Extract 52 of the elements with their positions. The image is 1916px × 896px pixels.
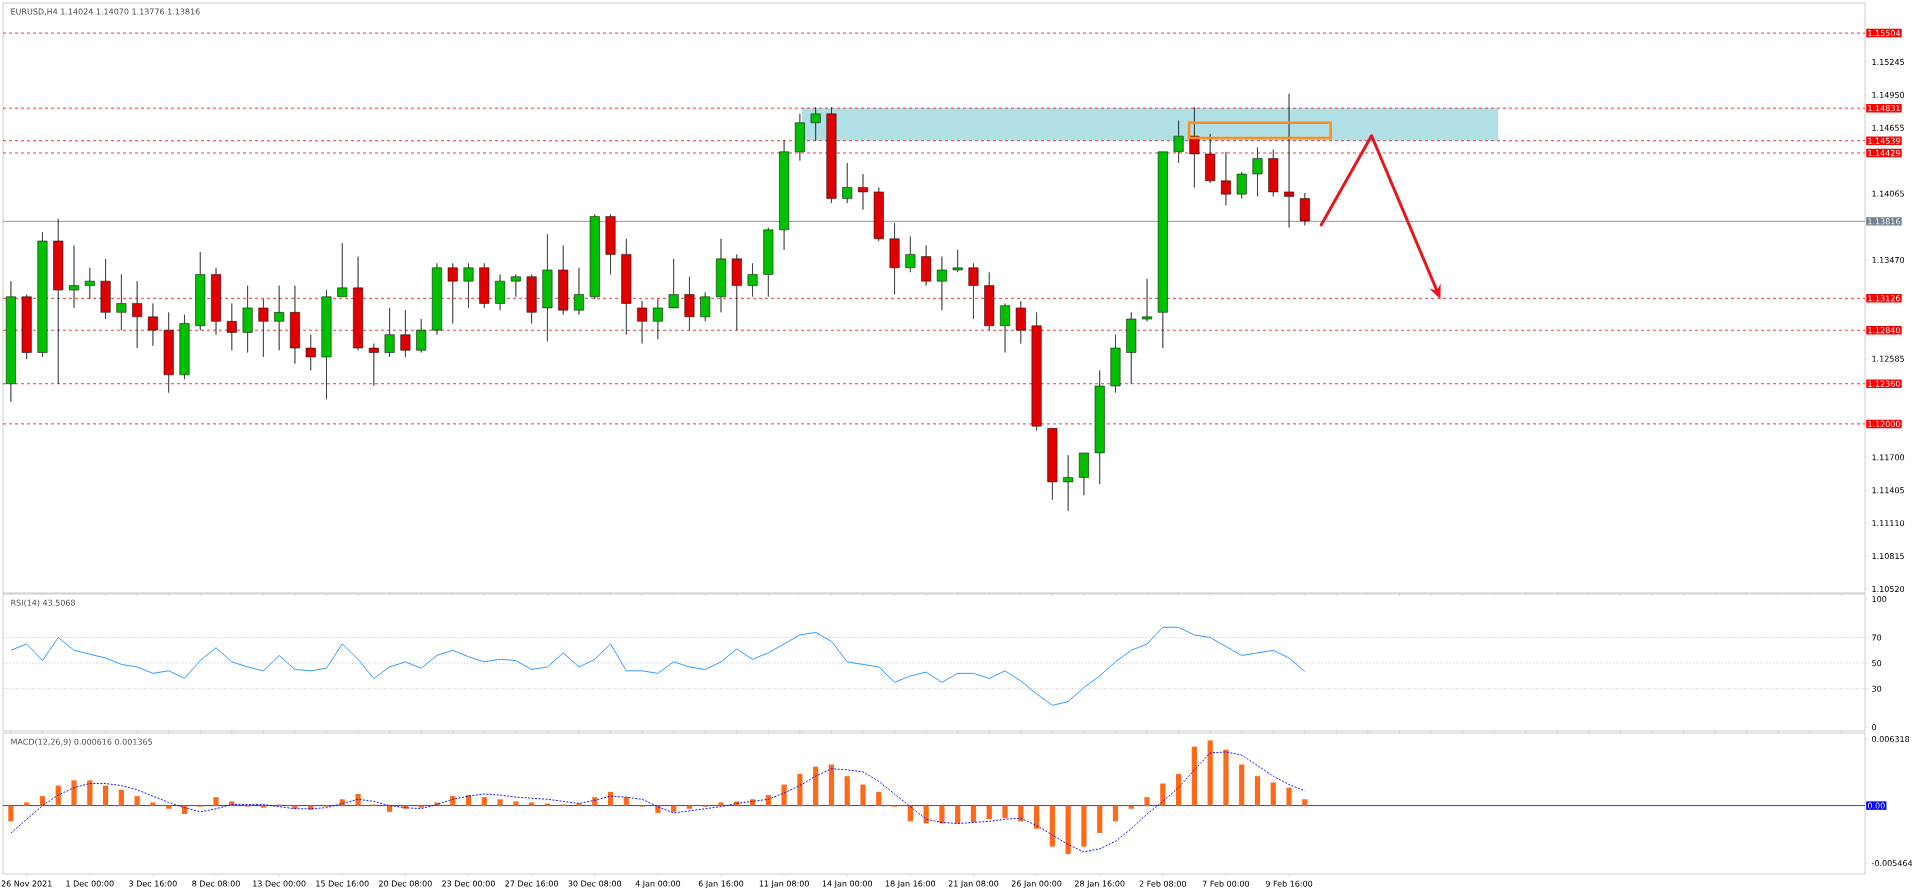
y-tick-label: 1.11700 xyxy=(1872,454,1905,461)
x-tick-label: 6 Jan 16:00 xyxy=(698,880,744,889)
ref-line-label: 1.12840 xyxy=(1868,327,1900,334)
x-tick-label: 26 Jan 00:00 xyxy=(1011,880,1062,889)
y-tick-label: 100 xyxy=(1872,596,1887,603)
x-tick-label: 4 Jan 00:00 xyxy=(635,880,681,889)
y-tick-label: 1.14950 xyxy=(1872,91,1905,98)
ref-line-label: 1.15504 xyxy=(1868,30,1901,37)
x-tick-label: 8 Dec 08:00 xyxy=(192,880,240,887)
y-tick-label: 0.006318 xyxy=(1872,736,1910,743)
x-tick-label: 21 Jan 08:00 xyxy=(948,880,999,889)
x-tick-label: 3 Dec 16:00 xyxy=(129,880,177,887)
ref-line-label: 1.14539 xyxy=(1868,137,1900,144)
text: MACD(12,26,9) 0.000616 0.001365 xyxy=(11,738,152,746)
y-tick-label: 1.10815 xyxy=(1872,553,1904,560)
ref-line-label: 1.14429 xyxy=(1868,149,1900,157)
x-tick-label: 26 Nov 2021 xyxy=(1,880,52,887)
y-tick-label: -0.005464 xyxy=(1871,860,1913,867)
y-tick-label: 30 xyxy=(1872,685,1882,692)
x-tick-label: 23 Dec 00:00 xyxy=(442,880,495,887)
y-tick-label: 1.14065 xyxy=(1872,190,1904,197)
y-tick-label: 50 xyxy=(1872,660,1882,667)
x-tick-label: 15 Dec 16:00 xyxy=(316,880,369,887)
x-tick-label: 27 Dec 16:00 xyxy=(505,880,558,887)
y-tick-label: 1.11405 xyxy=(1872,487,1904,494)
ref-line-label: 1.13126 xyxy=(1868,295,1900,302)
text: EURUSD,H4 1.14024 1.14070 1.13776 1.13816 xyxy=(11,8,200,16)
x-tick-label: 30 Dec 08:00 xyxy=(568,880,622,887)
x-tick-label: 13 Dec 00:00 xyxy=(253,880,306,887)
ref-line-label: 1.13816 xyxy=(1868,218,1900,225)
x-tick-label: 28 Jan 16:00 xyxy=(1074,880,1125,889)
y-tick-label: 1.12585 xyxy=(1872,355,1904,362)
y-tick-label: 1.11110 xyxy=(1872,520,1905,527)
ref-line-label: 0.00 xyxy=(1867,802,1885,809)
y-tick-label: 1.14655 xyxy=(1872,124,1904,131)
y-tick-label: 0 xyxy=(1872,724,1877,731)
x-tick-label: 9 Feb 16:00 xyxy=(1265,880,1313,887)
ref-line-label: 1.14831 xyxy=(1868,105,1900,112)
y-tick-label: 1.10520 xyxy=(1872,585,1905,592)
text: RSI(14) 43.5068 xyxy=(11,599,76,607)
y-tick-label: 1.15245 xyxy=(1872,58,1904,66)
x-tick-label: 1 Dec 00:00 xyxy=(66,880,114,887)
x-tick-label: 18 Jan 16:00 xyxy=(885,880,936,889)
x-tick-label: 11 Jan 08:00 xyxy=(759,880,809,889)
x-tick-label: 7 Feb 00:00 xyxy=(1202,880,1250,887)
y-tick-label: 1.13470 xyxy=(1872,256,1905,263)
x-tick-label: 20 Dec 08:00 xyxy=(379,880,432,887)
y-tick-label: 70 xyxy=(1872,634,1882,641)
ref-line-label: 1.12000 xyxy=(1868,420,1900,427)
x-tick-label: 14 Jan 00:00 xyxy=(822,880,873,889)
x-tick-label: 2 Feb 08:00 xyxy=(1139,880,1186,887)
ref-line-label: 1.12360 xyxy=(1868,380,1900,387)
